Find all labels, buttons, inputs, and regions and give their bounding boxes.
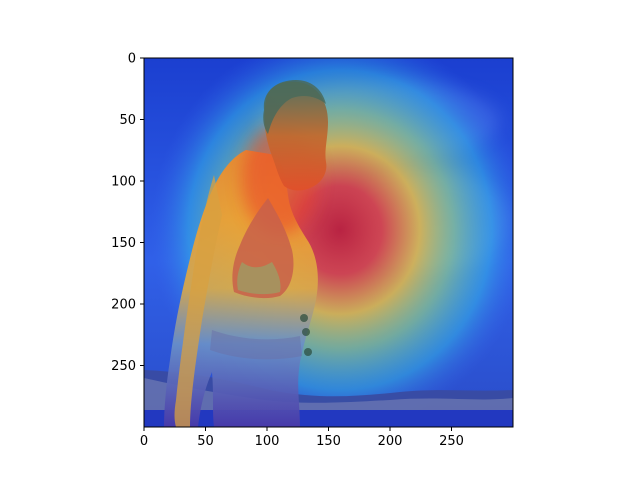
y-tick-label: 250 xyxy=(111,359,136,374)
heatmap-image xyxy=(144,58,513,427)
bikini-pattern xyxy=(237,262,281,295)
x-tick-label: 50 xyxy=(197,434,214,449)
y-tick-label: 150 xyxy=(111,236,136,251)
y-tick-label: 0 xyxy=(128,52,136,67)
person-hair xyxy=(263,80,326,134)
y-axis: 0 50 100 150 200 250 xyxy=(111,52,144,374)
x-tick-label: 200 xyxy=(378,434,403,449)
x-axis: 0 50 100 150 200 250 xyxy=(140,427,464,449)
necklace-bead xyxy=(302,328,310,336)
necklace-bead xyxy=(300,314,308,322)
person-arm xyxy=(174,175,222,427)
bikini-bottom xyxy=(210,330,302,360)
y-tick-label: 50 xyxy=(119,113,136,128)
y-tick-label: 200 xyxy=(111,298,136,313)
y-tick-label: 100 xyxy=(111,175,136,190)
x-tick-label: 150 xyxy=(316,434,341,449)
x-tick-label: 250 xyxy=(439,434,464,449)
person-head xyxy=(264,81,328,191)
necklace-bead xyxy=(304,348,312,356)
x-tick-label: 0 xyxy=(140,434,148,449)
x-tick-label: 100 xyxy=(255,434,280,449)
